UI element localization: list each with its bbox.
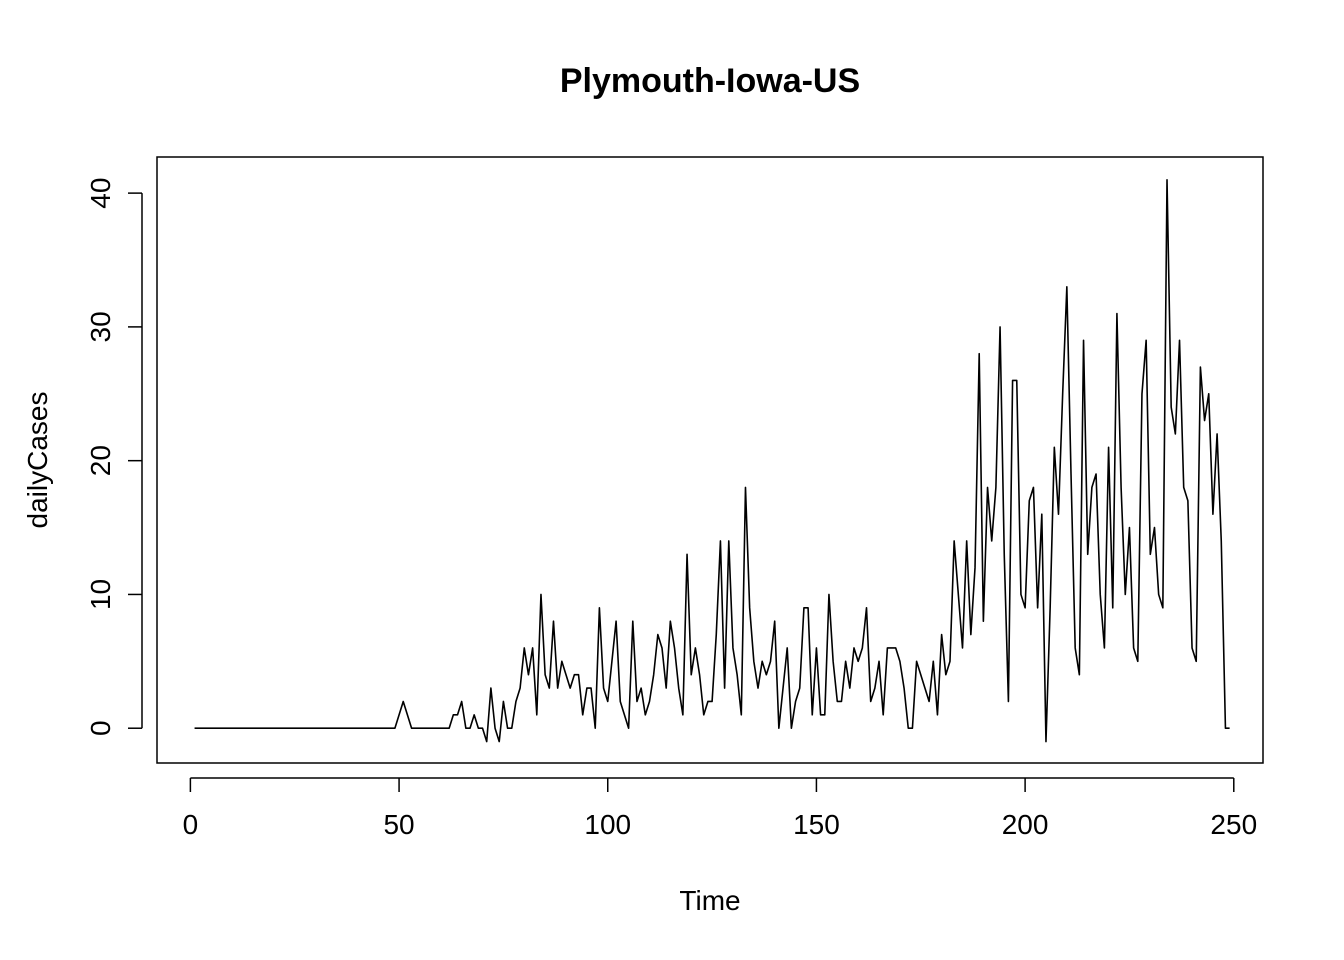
x-tick-label: 100 [584,809,631,840]
y-tick-label: 40 [85,178,116,209]
plot-frame [156,156,1264,764]
x-tick-label: 50 [383,809,414,840]
y-tick-label: 10 [85,579,116,610]
x-axis-label: Time [679,885,740,916]
x-tick-label: 250 [1210,809,1257,840]
x-tick-label: 0 [183,809,199,840]
x-tick-label: 200 [1002,809,1049,840]
series-line-dailycases [194,178,1230,743]
y-axis-label: dailyCases [22,392,53,529]
chart-title: Plymouth-Iowa-US [560,62,860,100]
x-axis: 0 50 100 150 200 250 [183,777,1257,840]
y-tick-label: 0 [85,720,116,736]
y-tick-label: 20 [85,445,116,476]
y-axis: 0 10 20 30 40 [85,178,143,736]
x-tick-label: 150 [793,809,840,840]
y-tick-label: 30 [85,311,116,342]
